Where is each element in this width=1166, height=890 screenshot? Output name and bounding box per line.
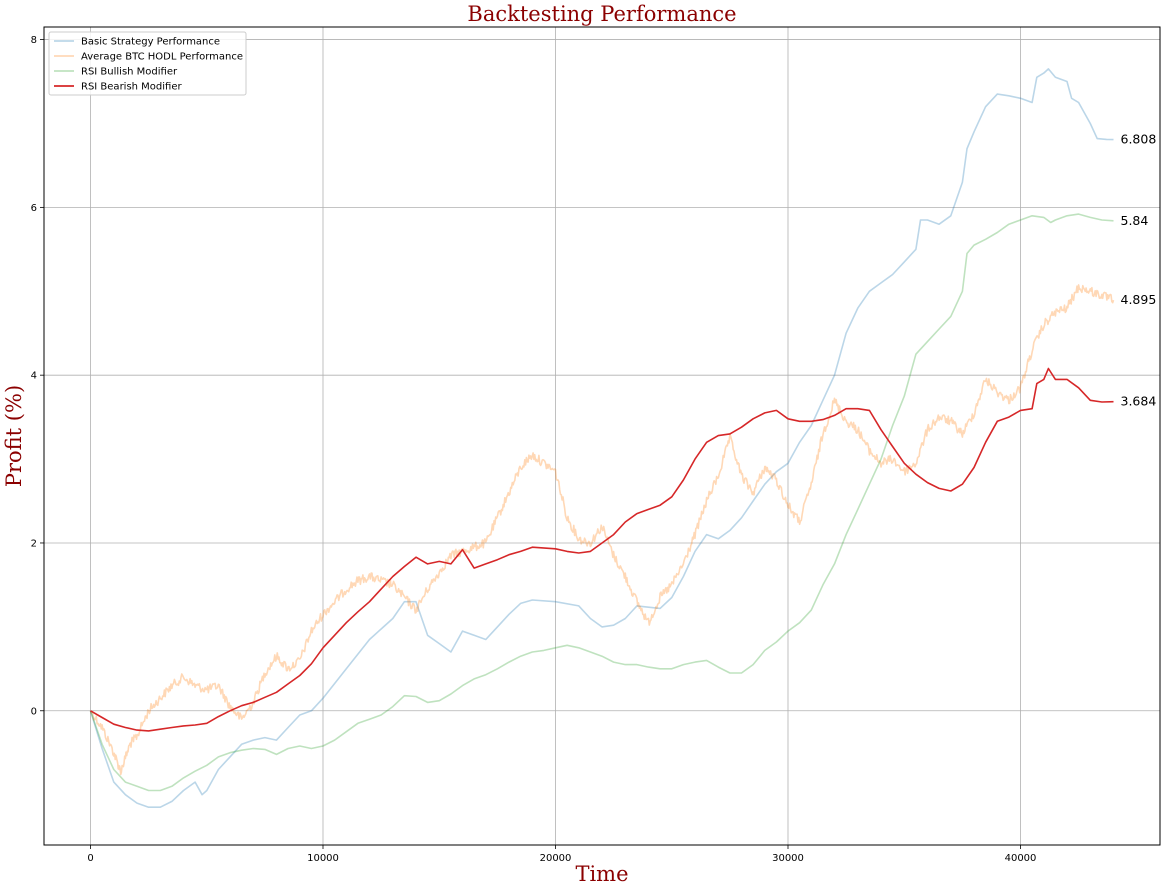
x-tick-label: 0 <box>87 853 93 864</box>
legend: Basic Strategy Performance Average BTC HO… <box>48 31 247 96</box>
x-axis-label: Time <box>575 862 628 886</box>
legend-entry: RSI Bullish Modifier <box>81 67 178 78</box>
y-tick-label: 2 <box>31 538 37 549</box>
y-tick-label: 0 <box>31 706 37 717</box>
chart-title: Backtesting Performance <box>467 2 736 26</box>
series-line-0 <box>89 68 1114 808</box>
legend-entry: Average BTC HODL Performance <box>81 52 243 63</box>
grid <box>44 27 1160 845</box>
legend-entry: Basic Strategy Performance <box>81 37 220 48</box>
x-tick-label: 20000 <box>540 853 572 864</box>
x-axis-ticks: 0 10000 20000 30000 40000 <box>87 845 1036 864</box>
series-line-1 <box>89 284 1115 776</box>
x-tick-label: 40000 <box>1005 853 1037 864</box>
end-value-label: 5.84 <box>1121 213 1149 228</box>
end-value-label: 6.808 <box>1121 132 1157 147</box>
series-line-2 <box>89 213 1114 792</box>
legend-entry: RSI Bearish Modifier <box>81 82 183 93</box>
x-tick-label: 10000 <box>307 853 339 864</box>
y-axis-label: Profit (%) <box>2 385 26 487</box>
plot-frame <box>43 26 1161 846</box>
end-labels: 6.808 4.895 5.84 3.684 <box>1121 132 1157 409</box>
series-line-3 <box>90 367 1114 732</box>
end-value-label: 4.895 <box>1121 292 1157 307</box>
y-tick-label: 8 <box>31 35 37 46</box>
series-lines <box>89 68 1115 808</box>
y-axis-ticks: 0 2 4 6 8 <box>31 35 44 717</box>
x-tick-label: 30000 <box>772 853 804 864</box>
y-tick-label: 4 <box>31 371 37 382</box>
y-tick-label: 6 <box>31 203 37 214</box>
end-value-label: 3.684 <box>1121 394 1157 409</box>
legend-box <box>48 31 247 96</box>
